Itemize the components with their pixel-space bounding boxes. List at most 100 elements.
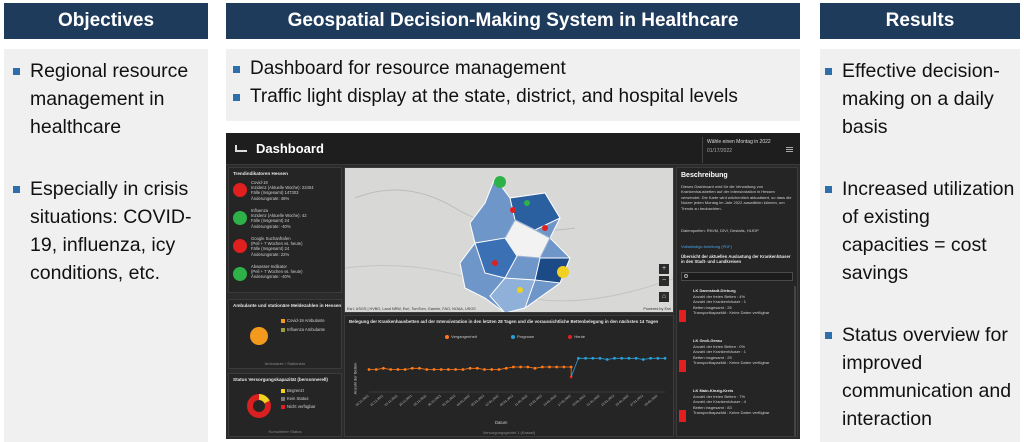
- objectives-panel: Regional resource management in healthca…: [4, 49, 208, 442]
- hospital-marker[interactable]: [517, 287, 523, 293]
- guide-link[interactable]: Vollständige Anleitung (PDF): [681, 244, 732, 249]
- x-tick-label: 09.01.2022: [499, 394, 514, 407]
- objective-text: Regional resource management in healthca…: [30, 60, 189, 138]
- legend-label: Nicht verfügbar: [287, 404, 316, 410]
- traffic-light-icon: [233, 211, 247, 225]
- dashboard-topbar: Dashboard Wähle einen Montag in 2022 01/…: [226, 133, 800, 165]
- data-point: [425, 368, 429, 371]
- legend-swatch: [281, 328, 285, 333]
- trend-name: Covid-19: [251, 180, 268, 185]
- trend-line: Änderungsrate: -40%: [251, 274, 291, 280]
- legend-swatch: [281, 405, 285, 410]
- objectives-header: Objectives: [4, 3, 208, 39]
- data-point: [432, 368, 436, 371]
- x-tick-label: 25.01.2022: [615, 394, 630, 407]
- system-header: Geospatial Decision-Making System in Hea…: [226, 3, 800, 39]
- data-point: [389, 368, 393, 371]
- hospital-name: LK Main-Kinzig-Kreis: [693, 388, 734, 393]
- dashboard-title: Dashboard: [256, 141, 324, 156]
- map-canvas[interactable]: [345, 168, 674, 313]
- data-point: [641, 358, 645, 361]
- region-shape[interactable]: [509, 192, 561, 231]
- trend-item-wastewater: Abwasser-Indikator (Peil + 7 Wochen vs. …: [233, 264, 339, 292]
- zoom-in-button[interactable]: +: [659, 264, 669, 274]
- system-item: Traffic light display at the state, dist…: [230, 83, 796, 111]
- trend-line: Fälle (Insgesamt) 147303: [251, 190, 299, 196]
- data-point: [468, 366, 472, 370]
- x-tick-label: 28.12.2021: [413, 394, 428, 407]
- data-point: [410, 366, 414, 370]
- data-point: [613, 356, 616, 360]
- bullet-square-icon: [825, 186, 832, 193]
- status-caption: Kumulierter Status: [268, 429, 302, 434]
- result-text: Status overview for improved communicati…: [842, 324, 1012, 430]
- legend-label: Influenza Ambulante: [287, 327, 325, 333]
- legend-past: Vergangenheit: [445, 334, 477, 339]
- ambulant-title: Ambulante und stationäre Meldezahlen in …: [233, 303, 342, 308]
- status-flag-icon: [679, 410, 686, 422]
- ambulant-panel: Ambulante und stationäre Meldezahlen in …: [228, 299, 342, 369]
- x-tick-label: 19.01.2022: [571, 394, 586, 407]
- data-point: [490, 368, 494, 371]
- result-item: Increased utilization of existing capaci…: [822, 175, 1018, 287]
- hesse-map[interactable]: + − ⌂ Esri, USGS | HVBG, Land NRW, Esri,…: [344, 167, 674, 313]
- zoom-out-button[interactable]: −: [659, 276, 669, 286]
- map-powered-by: Powered by Esri: [643, 307, 671, 311]
- data-point: [663, 356, 667, 360]
- bullet-square-icon: [13, 68, 20, 75]
- x-axis-label: Datum: [495, 420, 508, 425]
- trend-indicators-panel: Trendindikatoren Hessen Covid-19 Inziden…: [228, 167, 342, 293]
- ambulant-pie: [250, 327, 268, 345]
- result-item: Status overview for improved communicati…: [822, 321, 1018, 433]
- trend-item-google: Google Suchanfrafen (Peil + 7 Wochen vs.…: [233, 236, 339, 264]
- scrollbar[interactable]: [794, 286, 796, 436]
- date-value: 01/17/2022: [707, 148, 733, 154]
- bullet-square-icon: [13, 186, 20, 193]
- x-tick-label: 07.01.2022: [485, 394, 500, 407]
- x-tick-label: 11.01.2022: [514, 394, 529, 407]
- region-shape[interactable]: [474, 237, 518, 279]
- search-icon: [684, 274, 688, 278]
- trend-line: Inzidenz (Aktuelle Woche): 42: [251, 213, 307, 219]
- data-point: [627, 356, 631, 360]
- trend-item-influenza: Influenza Inzidenz (Aktuelle Woche): 42 …: [233, 208, 339, 236]
- hospital-detail: Transportkapazität : Keine Daten verfügb…: [693, 310, 770, 316]
- traffic-light-icon: [233, 183, 247, 197]
- description-body: Dieses Dashboard wird für die Verwaltung…: [681, 184, 792, 211]
- chart-caption: Versorgungsgebiet 1 (Kassel): [482, 430, 536, 435]
- bed-occupancy-chart: Belegung der Krankenhausbetten auf der I…: [344, 315, 674, 437]
- region-shape[interactable]: [489, 277, 536, 313]
- data-point: [367, 368, 371, 371]
- x-tick-label: 20.12.2021: [355, 394, 370, 407]
- objectives-list: Regional resource management in healthca…: [10, 57, 206, 287]
- bullet-square-icon: [825, 68, 832, 75]
- hospital-marker[interactable]: [510, 207, 516, 213]
- data-point: [598, 356, 602, 360]
- bed-icon: [235, 145, 247, 152]
- hospital-marker[interactable]: [492, 260, 498, 266]
- data-point: [591, 356, 595, 360]
- hospital-list-item[interactable]: LK Main-Kinzig-Kreis Anzahl der freien B…: [679, 388, 795, 436]
- traffic-light-icon: [233, 239, 247, 253]
- hospital-list-item[interactable]: LK Darmstadt-Dieburg Anzahl der freien B…: [679, 288, 795, 338]
- hospital-search-input[interactable]: [681, 272, 793, 281]
- data-point: [374, 368, 378, 371]
- hospital-marker[interactable]: [494, 176, 506, 188]
- data-point: [656, 356, 660, 360]
- data-point: [533, 366, 537, 370]
- hospital-detail: Anzahl der Krankenhäuser : 1: [693, 349, 746, 355]
- objective-text: Especially in crisis situations: COVID-1…: [30, 178, 192, 284]
- data-point: [439, 368, 443, 371]
- system-list: Dashboard for resource management Traffi…: [230, 55, 796, 111]
- data-point: [454, 368, 457, 371]
- hospital-list-item[interactable]: LK Groß-Gerau Anzahl der freien Betten :…: [679, 338, 795, 388]
- x-tick-label: 15.01.2022: [543, 394, 558, 407]
- data-point: [497, 368, 501, 371]
- hospital-marker[interactable]: [524, 200, 530, 206]
- date-picker[interactable]: Wähle einen Montag in 2022 01/17/2022: [702, 137, 782, 163]
- capacity-status-panel: Status Versorgungskapazität (bersonnerel…: [228, 373, 342, 437]
- hospital-marker[interactable]: [557, 266, 569, 278]
- menu-icon[interactable]: [786, 147, 793, 152]
- home-button[interactable]: ⌂: [659, 292, 669, 302]
- hospital-marker[interactable]: [542, 225, 548, 231]
